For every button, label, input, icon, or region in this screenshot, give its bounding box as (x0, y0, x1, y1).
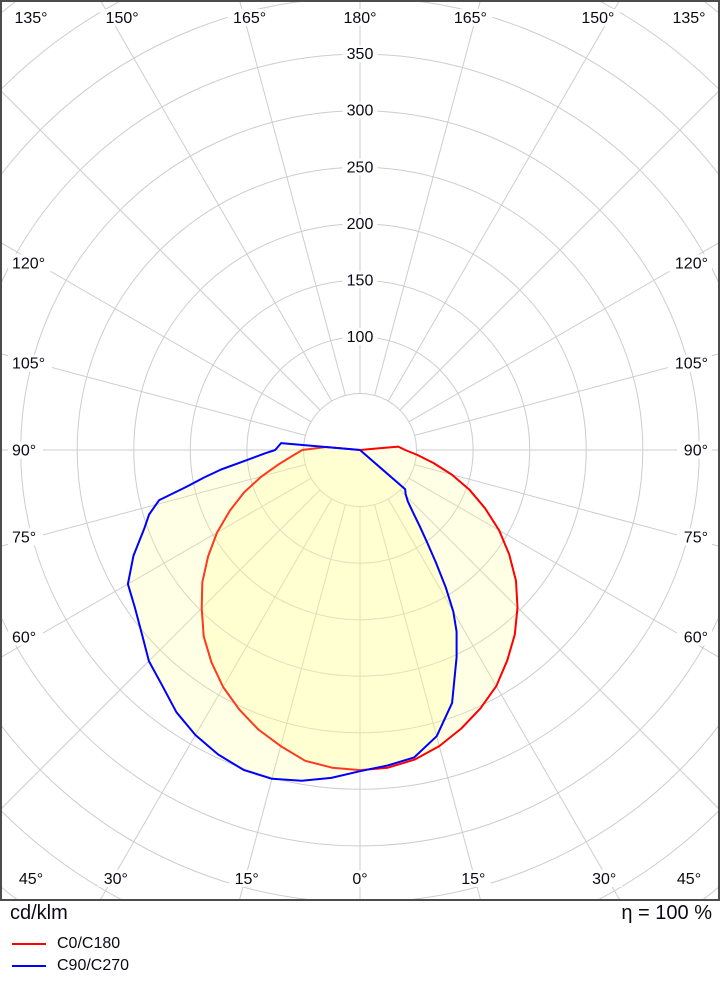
tick-label: 180° (343, 10, 376, 27)
tick-label: 135° (672, 10, 705, 27)
tick-label: 60° (12, 630, 36, 647)
tick-label: 350 (347, 46, 374, 63)
tick-label: 30° (592, 871, 616, 888)
tick-label: 165° (454, 10, 487, 27)
tick-label: 45° (19, 871, 43, 888)
tick-label: 120° (12, 255, 45, 272)
legend-swatch-line (12, 965, 46, 967)
intensity-curves (126, 442, 519, 782)
tick-label: 15° (235, 871, 259, 888)
tick-label: 150° (106, 10, 139, 27)
curve-C90-C270 (126, 442, 458, 782)
chart-border (0, 0, 720, 901)
tick-label: 135° (14, 10, 47, 27)
tick-label: 60° (684, 630, 708, 647)
tick-label: 250 (347, 159, 374, 176)
efficiency-label: η = 100 % (621, 902, 712, 924)
tick-label: 150 (347, 272, 374, 289)
legend: C0/C180 C90/C270 (12, 933, 129, 977)
polar-diagram-canvas: 100 150 200 250 300 350 0° 15° 15° 30° 30° 45° 45° 60… (0, 0, 720, 901)
tick-label: 165° (233, 10, 266, 27)
chart-footer: cd/klm η = 100 % (0, 902, 720, 926)
tick-label: 150° (581, 10, 614, 27)
legend-swatch-line (12, 943, 46, 945)
tick-label: 75° (684, 529, 708, 546)
tick-label: 15° (461, 871, 485, 888)
axis-labels: 100 150 200 250 300 350 0° 15° 15° 30° 30° 45° 45° 60… (8, 9, 712, 888)
legend-item: C90/C270 (12, 955, 129, 977)
tick-label: 90° (12, 443, 36, 460)
tick-label: 0° (352, 871, 367, 888)
tick-label: 105° (12, 356, 45, 373)
tick-label: 300 (347, 103, 374, 120)
tick-label: 200 (347, 216, 374, 233)
tick-label: 30° (104, 871, 128, 888)
tick-label: 105° (675, 356, 708, 373)
legend-item-label: C0/C180 (57, 935, 121, 952)
tick-label: 90° (684, 443, 708, 460)
tick-label: 45° (677, 871, 701, 888)
unit-label: cd/klm (10, 902, 68, 924)
tick-label: 100 (347, 329, 374, 346)
legend-item: C0/C180 (12, 933, 129, 955)
tick-label: 75° (12, 529, 36, 546)
curve-C0-C180 (200, 445, 519, 772)
polar-chart: 100 150 200 250 300 350 0° 15° 15° 30° 30° 45° 45° 60… (0, 0, 720, 901)
tick-label: 120° (675, 255, 708, 272)
legend-item-label: C90/C270 (57, 957, 130, 974)
